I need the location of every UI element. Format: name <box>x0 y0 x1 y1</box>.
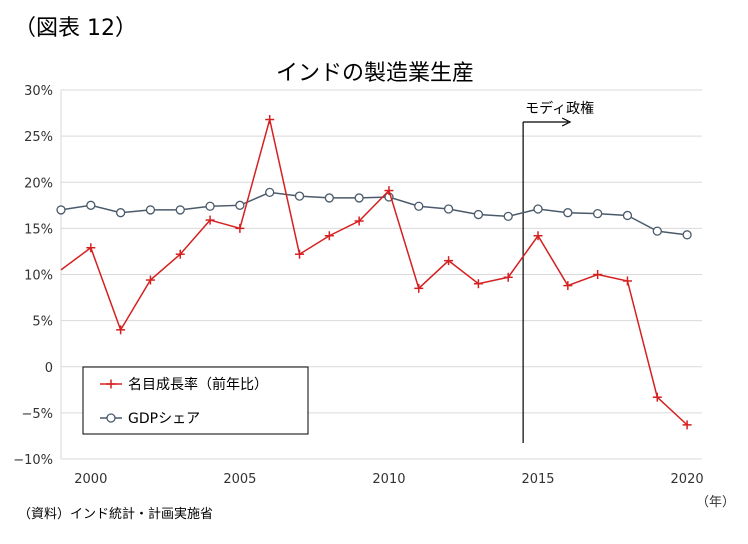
data-point <box>473 279 483 289</box>
x-tick-label: 2005 <box>223 472 256 487</box>
data-point <box>444 256 454 266</box>
data-point <box>295 249 305 259</box>
data-point <box>443 204 454 214</box>
data-point <box>533 204 543 214</box>
data-point <box>175 205 185 215</box>
x-tick-label: 2020 <box>671 472 704 487</box>
series-line-gdp-share <box>60 191 688 236</box>
y-tick-label: 5% <box>32 315 53 330</box>
data-point <box>563 208 573 218</box>
data-point <box>593 208 603 219</box>
data-point <box>235 200 245 210</box>
data-point <box>324 193 334 203</box>
data-point <box>414 201 424 211</box>
data-point <box>235 223 245 233</box>
data-point <box>533 231 543 241</box>
chart-title: インドの製造業生産 <box>276 61 474 86</box>
x-tick-label: 2015 <box>521 472 554 487</box>
y-tick-label: 15% <box>24 222 53 237</box>
data-point <box>56 205 66 215</box>
data-point <box>86 200 96 210</box>
data-point <box>324 231 334 241</box>
data-point <box>622 210 633 221</box>
x-tick-label: 2010 <box>372 472 405 487</box>
data-point <box>294 191 305 201</box>
data-point <box>115 208 126 218</box>
y-tick-label: −10% <box>13 453 53 468</box>
data-point <box>682 420 692 430</box>
data-point <box>145 275 155 285</box>
data-point <box>86 243 96 253</box>
y-tick-label: 10% <box>24 269 53 284</box>
series-line-nominal-growth <box>60 119 688 426</box>
legend-label: 名目成長率（前年比） <box>128 376 268 393</box>
data-point <box>652 226 662 236</box>
data-point <box>205 215 215 225</box>
modi-era-label: モディ政権 <box>525 100 594 117</box>
data-point <box>622 276 632 286</box>
source-note: （資料）インド統計・計画実施省 <box>18 507 214 522</box>
data-point <box>652 392 662 402</box>
data-point <box>354 193 364 203</box>
data-point <box>563 281 573 291</box>
y-tick-label: 0 <box>45 361 53 376</box>
data-point <box>354 216 364 226</box>
data-point <box>593 270 603 279</box>
arrow-head-icon <box>561 117 572 127</box>
y-tick-label: 20% <box>24 176 53 191</box>
y-tick-label: −5% <box>21 407 53 422</box>
data-point <box>384 186 394 196</box>
legend-marker <box>106 413 116 423</box>
y-tick-label: 30% <box>24 84 53 99</box>
x-tick-label: 2000 <box>74 472 107 487</box>
data-point <box>265 115 275 125</box>
data-point <box>205 201 215 211</box>
data-point <box>503 272 513 282</box>
data-point <box>503 211 513 222</box>
data-point <box>145 205 156 215</box>
data-point <box>116 325 126 335</box>
legend-label: GDPシェア <box>128 411 200 427</box>
x-unit-label: （年） <box>696 495 735 510</box>
figure-label: （図表 12） <box>14 16 137 41</box>
data-point <box>473 209 484 220</box>
legend-marker <box>106 379 116 389</box>
data-point <box>265 187 275 198</box>
data-point <box>682 230 692 240</box>
legend-box <box>82 366 309 435</box>
data-point <box>175 249 185 259</box>
data-point <box>414 283 424 293</box>
y-tick-label: 25% <box>24 130 53 145</box>
